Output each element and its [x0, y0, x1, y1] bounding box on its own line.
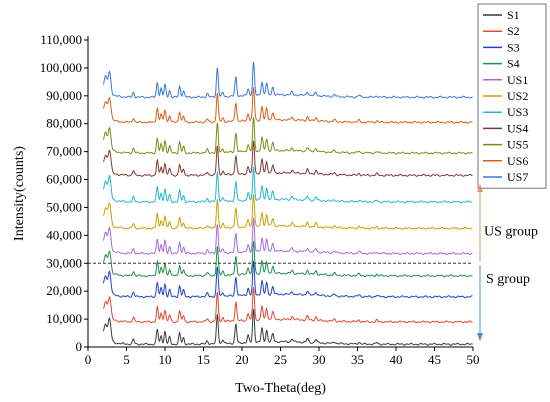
x-tick-label: 45 [428, 352, 441, 367]
trace-us7 [102, 61, 473, 99]
legend-label-us6: US6 [507, 154, 528, 168]
y-tick-label: 0 [76, 339, 83, 354]
legend-box [477, 3, 547, 189]
trace-s4 [102, 240, 473, 278]
x-tick-label: 20 [236, 352, 249, 367]
y-tick-label: 70,000 [46, 144, 82, 159]
y-tick-label: 110,000 [40, 32, 82, 47]
y-tick-label: 50,000 [46, 199, 82, 214]
x-tick-label: 35 [351, 352, 364, 367]
x-tick-label: 5 [123, 352, 130, 367]
s-group-arrowhead [477, 333, 483, 342]
y-tick-label: 80,000 [46, 116, 82, 131]
y-tick-label: 60,000 [46, 172, 82, 187]
s-group-label: S group [486, 272, 530, 287]
x-tick-label: 40 [390, 352, 403, 367]
legend: S1 S2 S3 S4 US1 US2 US3 US4 US5 US6 US7 [477, 3, 547, 189]
legend-label-us2: US2 [507, 89, 528, 103]
trace-us1 [102, 217, 473, 256]
trace-us4 [102, 140, 473, 177]
legend-label-s2: S2 [507, 24, 520, 38]
trace-us6 [102, 87, 473, 124]
trace-s2 [102, 287, 473, 324]
us-group-label: US group [484, 224, 538, 239]
x-tick-label: 10 [159, 352, 172, 367]
y-tick-label: 100,000 [40, 60, 82, 75]
legend-label-us1: US1 [507, 73, 528, 87]
trace-us5 [102, 117, 473, 155]
legend-label-s1: S1 [507, 8, 520, 22]
group-annotations: US group S group [477, 183, 538, 342]
trace-us3 [102, 166, 473, 204]
legend-label-us4: US4 [507, 121, 528, 135]
y-tick-label: 30,000 [46, 255, 82, 270]
axes-layer: 0 10,000 20,000 30,000 40,000 50,000 60,000 70,… [12, 32, 480, 396]
legend-label-s3: S3 [507, 40, 520, 54]
trace-us2 [102, 194, 473, 230]
traces-layer [102, 61, 473, 346]
us-group-arrowhead [477, 183, 483, 193]
trace-s1 [102, 309, 473, 346]
y-tick-label: 90,000 [46, 88, 82, 103]
legend-label-s4: S4 [507, 57, 520, 71]
x-tick-label: 25 [274, 352, 287, 367]
legend-label-us7: US7 [507, 170, 528, 184]
x-tick-label: 50 [467, 352, 480, 367]
x-tick-label: 0 [85, 352, 92, 367]
legend-label-us3: US3 [507, 105, 528, 119]
x-axis-label: Two-Theta(deg) [235, 381, 326, 396]
legend-label-us5: US5 [507, 138, 528, 152]
y-tick-label: 10,000 [46, 311, 82, 326]
x-tick-label: 30 [313, 352, 326, 367]
y-tick-label: 20,000 [46, 283, 82, 298]
y-axis-label: Intensity(counts) [12, 146, 27, 241]
x-tick-label: 15 [197, 352, 210, 367]
trace-s3 [102, 260, 473, 299]
y-tick-label: 40,000 [46, 227, 82, 242]
